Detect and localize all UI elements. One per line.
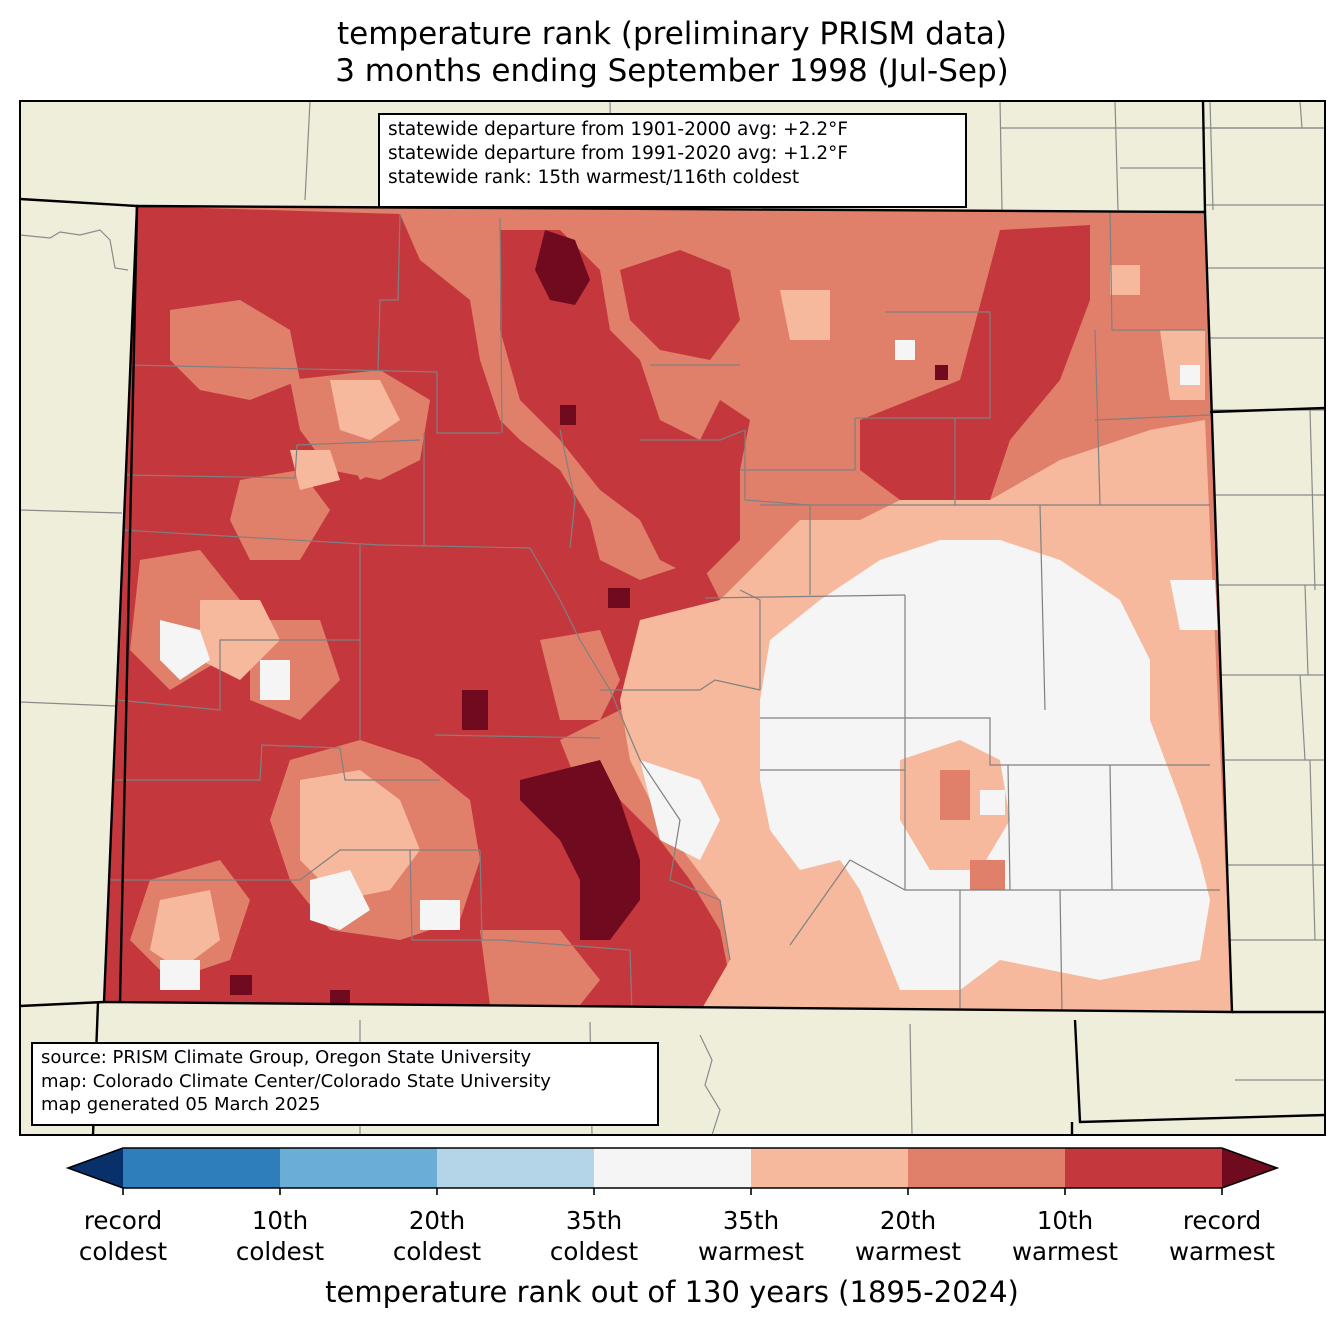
tick-label-line2: coldest — [392, 1237, 482, 1266]
colorado-rank-field — [104, 206, 1232, 1012]
colorbar-tick-label: 10th coldest — [200, 1205, 360, 1267]
tick-label-line1: 10th — [251, 1206, 309, 1235]
colorbar-axis-label: temperature rank out of 130 years (1895-… — [325, 1275, 1019, 1309]
tick-label-line1: 20th — [408, 1206, 466, 1235]
tick-label-line2: warmest — [1168, 1237, 1275, 1266]
colorbar-tick-label: record warmest — [1142, 1205, 1302, 1267]
colorbar-tick-label: 10th warmest — [985, 1205, 1145, 1267]
colorbar-tick-label: 35th coldest — [514, 1205, 674, 1267]
tick-label-line1: 10th — [1036, 1206, 1094, 1235]
stats-departure-1901-2000: statewide departure from 1901-2000 avg: … — [388, 119, 848, 140]
colorbar-bin — [437, 1148, 595, 1188]
stats-departure-1991-2020: statewide departure from 1991-2020 avg: … — [388, 143, 848, 164]
tick-label-line2: warmest — [854, 1237, 961, 1266]
statewide-stats-box: statewide departure from 1901-2000 avg: … — [378, 113, 967, 208]
colorbar-extend-cold — [68, 1148, 123, 1188]
map-title-line2: 3 months ending September 1998 (Jul-Sep) — [335, 53, 1009, 89]
map-title-line1: temperature rank (preliminary PRISM data… — [336, 16, 1007, 52]
tick-label-line2: coldest — [78, 1237, 168, 1266]
tick-label-line2: warmest — [697, 1237, 804, 1266]
tick-label-line2: coldest — [235, 1237, 325, 1266]
map-credit-line: map: Colorado Climate Center/Colorado St… — [41, 1070, 551, 1092]
source-box: source: PRISM Climate Group, Oregon Stat… — [31, 1042, 659, 1126]
tick-label-line1: record — [83, 1206, 163, 1235]
tick-label-line1: 35th — [722, 1206, 780, 1235]
colorbar-bin — [594, 1148, 752, 1188]
generated-date-line: map generated 05 March 2025 — [41, 1094, 321, 1115]
colorbar-bin — [908, 1148, 1066, 1188]
map-frame — [19, 100, 1326, 1136]
colorbar-bin — [123, 1148, 281, 1188]
stats-statewide-rank: statewide rank: 15th warmest/116th colde… — [388, 167, 800, 188]
tick-label-line1: record — [1182, 1206, 1262, 1235]
tick-label-line1: 35th — [565, 1206, 623, 1235]
tick-label-line1: 20th — [879, 1206, 937, 1235]
neighbor-county-lines — [19, 100, 1325, 1136]
source-line: source: PRISM Climate Group, Oregon Stat… — [41, 1047, 532, 1068]
colorbar-tick-label: 20th coldest — [357, 1205, 517, 1267]
tick-label-line2: warmest — [1011, 1237, 1118, 1266]
colorbar-bin — [751, 1148, 909, 1188]
colorbar-tick-label: 35th warmest — [671, 1205, 831, 1267]
colorbar-bin — [1065, 1148, 1223, 1188]
county-lines — [110, 211, 1220, 1012]
colorbar-tick-label: record coldest — [43, 1205, 203, 1267]
colorbar-bin — [280, 1148, 438, 1188]
colorbar-extend-warm — [1222, 1148, 1277, 1188]
colorbar-tick-label: 20th warmest — [828, 1205, 988, 1267]
tick-label-line2: coldest — [549, 1237, 639, 1266]
colorbar — [65, 1147, 1280, 1195]
